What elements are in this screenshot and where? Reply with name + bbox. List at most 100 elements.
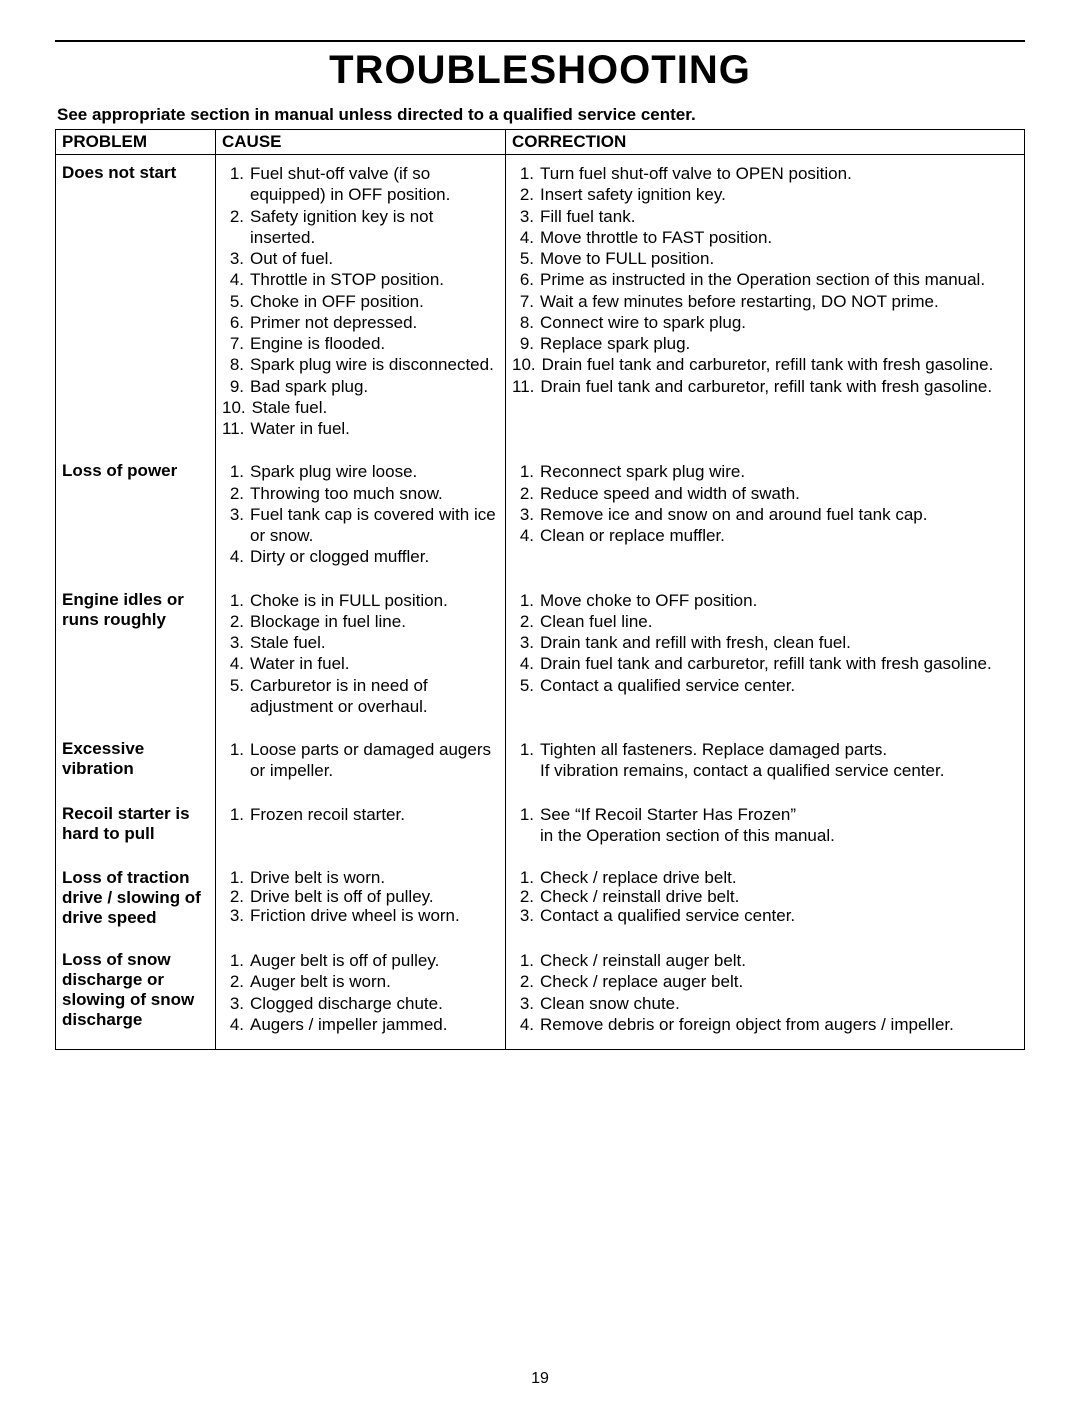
correction-cell: 1.Check / reinstall auger belt.2.Check /… [506,942,1025,1050]
table-row: Engine idles or runs roughly 1.Choke is i… [56,582,1025,732]
cause-item: 2.Drive belt is off of pulley. [222,887,497,906]
correction-text: Clean or replace muffler. [540,525,1016,546]
list-number: 8. [512,312,540,333]
problem-cell: Engine idles or runs roughly [56,582,216,732]
page-title: TROUBLESHOOTING [55,48,1025,93]
correction-item: 1.Move choke to OFF position. [512,590,1016,611]
cause-text: Friction drive wheel is worn. [250,906,497,925]
cause-item: 5.Choke in OFF position. [222,291,497,312]
cause-text: Blockage in fuel line. [250,611,497,632]
cause-text: Carburetor is in need of adjustment or o… [250,675,497,718]
correction-text: Check / reinstall drive belt. [540,887,1016,906]
list-number: 2. [222,971,250,992]
cause-text: Fuel shut-off valve (if so equipped) in … [250,163,497,206]
list-number: 1. [222,868,250,887]
cause-text: Water in fuel. [250,418,497,439]
list-number: 2. [512,184,540,205]
list-number: 2. [512,887,540,906]
list-number: 2. [222,887,250,906]
table-row: Loss of traction drive / slowing of driv… [56,860,1025,942]
list-number: 10. [512,354,542,375]
correction-text: See “If Recoil Starter Has Frozen”in the… [540,804,1016,847]
cause-text: Augers / impeller jammed. [250,1014,497,1035]
correction-item: 3.Clean snow chute. [512,993,1016,1014]
correction-cell: 1.Tighten all fasteners. Replace damaged… [506,731,1025,796]
cause-item: 1.Fuel shut-off valve (if so equipped) i… [222,163,497,206]
list-number: 9. [512,333,540,354]
cause-item: 1.Choke is in FULL position. [222,590,497,611]
list-number: 5. [512,248,540,269]
list-number: 3. [222,504,250,525]
correction-item: 3.Contact a qualified service center. [512,906,1016,925]
cause-item: 1.Drive belt is worn. [222,868,497,887]
cause-text: Primer not depressed. [250,312,497,333]
cause-text: Spark plug wire is disconnected. [250,354,497,375]
list-number: 6. [512,269,540,290]
cause-text: Water in fuel. [250,653,497,674]
correction-text: Prime as instructed in the Operation sec… [540,269,1016,290]
col-header-cause: CAUSE [216,130,506,155]
list-number: 3. [512,206,540,227]
cause-item: 1.Spark plug wire loose. [222,461,497,482]
correction-text: Replace spark plug. [540,333,1016,354]
cause-text: Auger belt is worn. [250,971,497,992]
cause-text: Out of fuel. [250,248,497,269]
cause-item: 3.Friction drive wheel is worn. [222,906,497,925]
list-number: 3. [222,632,250,653]
cause-item: 11.Water in fuel. [222,418,497,439]
correction-text: Clean snow chute. [540,993,1016,1014]
correction-text: Move throttle to FAST position. [540,227,1016,248]
list-number: 3. [512,906,540,925]
cause-cell: 1.Drive belt is worn.2.Drive belt is off… [216,860,506,942]
list-number: 8. [222,354,250,375]
table-row: Excessive vibration1.Loose parts or dama… [56,731,1025,796]
cause-text: Bad spark plug. [250,376,497,397]
correction-text: Drain fuel tank and carburetor, refill t… [542,354,1016,375]
cause-item: 8.Spark plug wire is disconnected. [222,354,497,375]
list-number: 1. [222,739,250,760]
correction-item: 5.Contact a qualified service center. [512,675,1016,696]
col-header-problem: PROBLEM [56,130,216,155]
correction-text: Drain fuel tank and carburetor, refill t… [540,376,1016,397]
list-number: 7. [512,291,540,312]
list-number: 9. [222,376,250,397]
table-row: Loss of power 1.Spark plug wire loose.2.T… [56,453,1025,581]
correction-text: Insert safety ignition key. [540,184,1016,205]
correction-text: Fill fuel tank. [540,206,1016,227]
correction-item: 1.Reconnect spark plug wire. [512,461,1016,482]
cause-item: 2.Auger belt is worn. [222,971,497,992]
list-number: 5. [222,291,250,312]
correction-item: 11.Drain fuel tank and carburetor, refil… [512,376,1016,397]
correction-cell: 1.Turn fuel shut-off valve to OPEN posit… [506,155,1025,454]
intro-text: See appropriate section in manual unless… [57,105,1025,125]
list-number: 2. [512,483,540,504]
cause-cell: 1.Auger belt is off of pulley.2.Auger be… [216,942,506,1050]
problem-cell: Recoil starter is hard to pull [56,796,216,861]
cause-item: 1.Auger belt is off of pulley. [222,950,497,971]
list-number: 4. [222,1014,250,1035]
list-number: 6. [222,312,250,333]
correction-text: Tighten all fasteners. Replace damaged p… [540,739,1016,782]
cause-cell: 1.Fuel shut-off valve (if so equipped) i… [216,155,506,454]
cause-item: 2.Throwing too much snow. [222,483,497,504]
correction-text: Remove debris or foreign object from aug… [540,1014,1016,1035]
cause-item: 3.Fuel tank cap is covered with ice or s… [222,504,497,547]
cause-item: 3.Clogged discharge chute. [222,993,497,1014]
correction-item: 7.Wait a few minutes before restarting, … [512,291,1016,312]
correction-item: 2.Reduce speed and width of swath. [512,483,1016,504]
list-number: 11. [222,418,250,439]
cause-text: Stale fuel. [252,397,497,418]
list-number: 2. [512,611,540,632]
cause-text: Fuel tank cap is covered with ice or sno… [250,504,497,547]
list-number: 3. [512,993,540,1014]
correction-text: Move choke to OFF position. [540,590,1016,611]
table-body: Does not start1.Fuel shut-off valve (if … [56,155,1025,1050]
cause-item: 9.Bad spark plug. [222,376,497,397]
problem-cell: Loss of power [56,453,216,581]
correction-item: 4.Drain fuel tank and carburetor, refill… [512,653,1016,674]
list-number: 1. [222,590,250,611]
correction-item: 1.Check / reinstall auger belt. [512,950,1016,971]
problem-cell: Excessive vibration [56,731,216,796]
list-number: 1. [222,804,250,825]
list-number: 10. [222,397,252,418]
